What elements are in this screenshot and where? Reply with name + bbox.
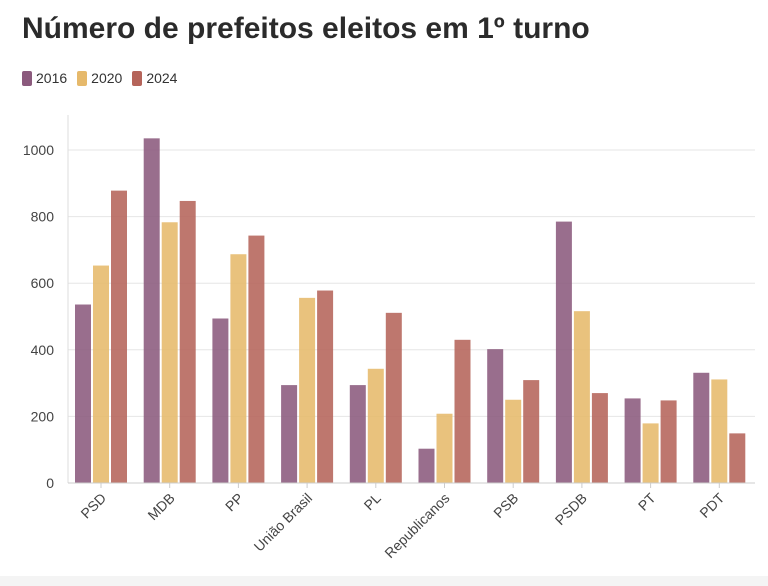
- chart-title: Número de prefeitos eleitos em 1º turno: [22, 12, 590, 45]
- bar-2024-2[interactable]: [248, 235, 265, 483]
- legend-label-2024: 2024: [146, 70, 178, 86]
- bar-2020-7[interactable]: [573, 311, 590, 483]
- bar-2016-7[interactable]: [555, 221, 572, 483]
- bar-2024-3[interactable]: [317, 290, 334, 483]
- x-tick-label: PL: [360, 490, 384, 514]
- bar-2020-4[interactable]: [367, 368, 384, 483]
- bar-2024-8[interactable]: [660, 400, 677, 483]
- bar-2024-0[interactable]: [111, 190, 127, 483]
- bar-2020-0[interactable]: [93, 265, 109, 483]
- x-tick-label: União Brasil: [251, 490, 316, 555]
- x-tick-label: Republicanos: [381, 490, 452, 561]
- y-tick-label: 0: [46, 475, 54, 491]
- bar-2016-4[interactable]: [349, 385, 366, 483]
- legend: 2016 2020 2024: [22, 70, 187, 86]
- x-tick-label: PSB: [490, 490, 521, 521]
- bottom-strip: [0, 576, 768, 586]
- bar-2024-4[interactable]: [385, 312, 402, 483]
- x-tick-label: PT: [635, 489, 659, 513]
- legend-item-2024[interactable]: 2024: [132, 70, 177, 86]
- x-tick-label: PDT: [696, 489, 727, 520]
- y-tick-label: 400: [31, 342, 55, 358]
- bar-2020-5[interactable]: [436, 413, 453, 483]
- legend-label-2016: 2016: [36, 70, 68, 86]
- bar-2016-8[interactable]: [624, 398, 641, 483]
- legend-item-2020[interactable]: 2020: [77, 70, 122, 86]
- y-tick-label: 800: [31, 209, 55, 225]
- bar-2024-9[interactable]: [729, 433, 746, 483]
- y-tick-label: 600: [31, 275, 55, 291]
- legend-item-2016[interactable]: 2016: [22, 70, 67, 86]
- y-tick-label: 200: [31, 408, 55, 424]
- bar-2020-6[interactable]: [505, 399, 522, 483]
- bar-2016-6[interactable]: [487, 349, 504, 483]
- bar-2016-5[interactable]: [418, 448, 435, 483]
- legend-swatch-2016: [22, 70, 32, 86]
- legend-label-2020: 2020: [91, 70, 123, 86]
- bar-2016-0[interactable]: [75, 304, 91, 483]
- bar-2020-1[interactable]: [161, 222, 178, 484]
- x-tick-label: PSDB: [552, 490, 590, 528]
- bar-2016-2[interactable]: [212, 318, 229, 483]
- bars: [75, 138, 746, 484]
- legend-swatch-2020: [77, 70, 88, 86]
- bar-2016-1[interactable]: [143, 138, 160, 483]
- bar-2016-3[interactable]: [281, 385, 298, 483]
- bar-2016-9[interactable]: [693, 372, 710, 483]
- bar-2020-2[interactable]: [230, 254, 247, 483]
- bar-2024-1[interactable]: [179, 200, 196, 483]
- bar-2020-8[interactable]: [642, 423, 659, 483]
- bar-2024-6[interactable]: [523, 380, 540, 483]
- bar-2024-7[interactable]: [591, 393, 608, 483]
- x-tick-label: PSD: [77, 490, 109, 522]
- y-tick-label: 1000: [23, 142, 54, 158]
- bar-2020-3[interactable]: [299, 297, 316, 483]
- x-tick-label: PP: [222, 490, 247, 515]
- bar-2024-5[interactable]: [454, 339, 471, 483]
- bar-2020-9[interactable]: [711, 379, 728, 483]
- legend-swatch-2024: [132, 70, 143, 86]
- x-tick-label: MDB: [144, 490, 177, 523]
